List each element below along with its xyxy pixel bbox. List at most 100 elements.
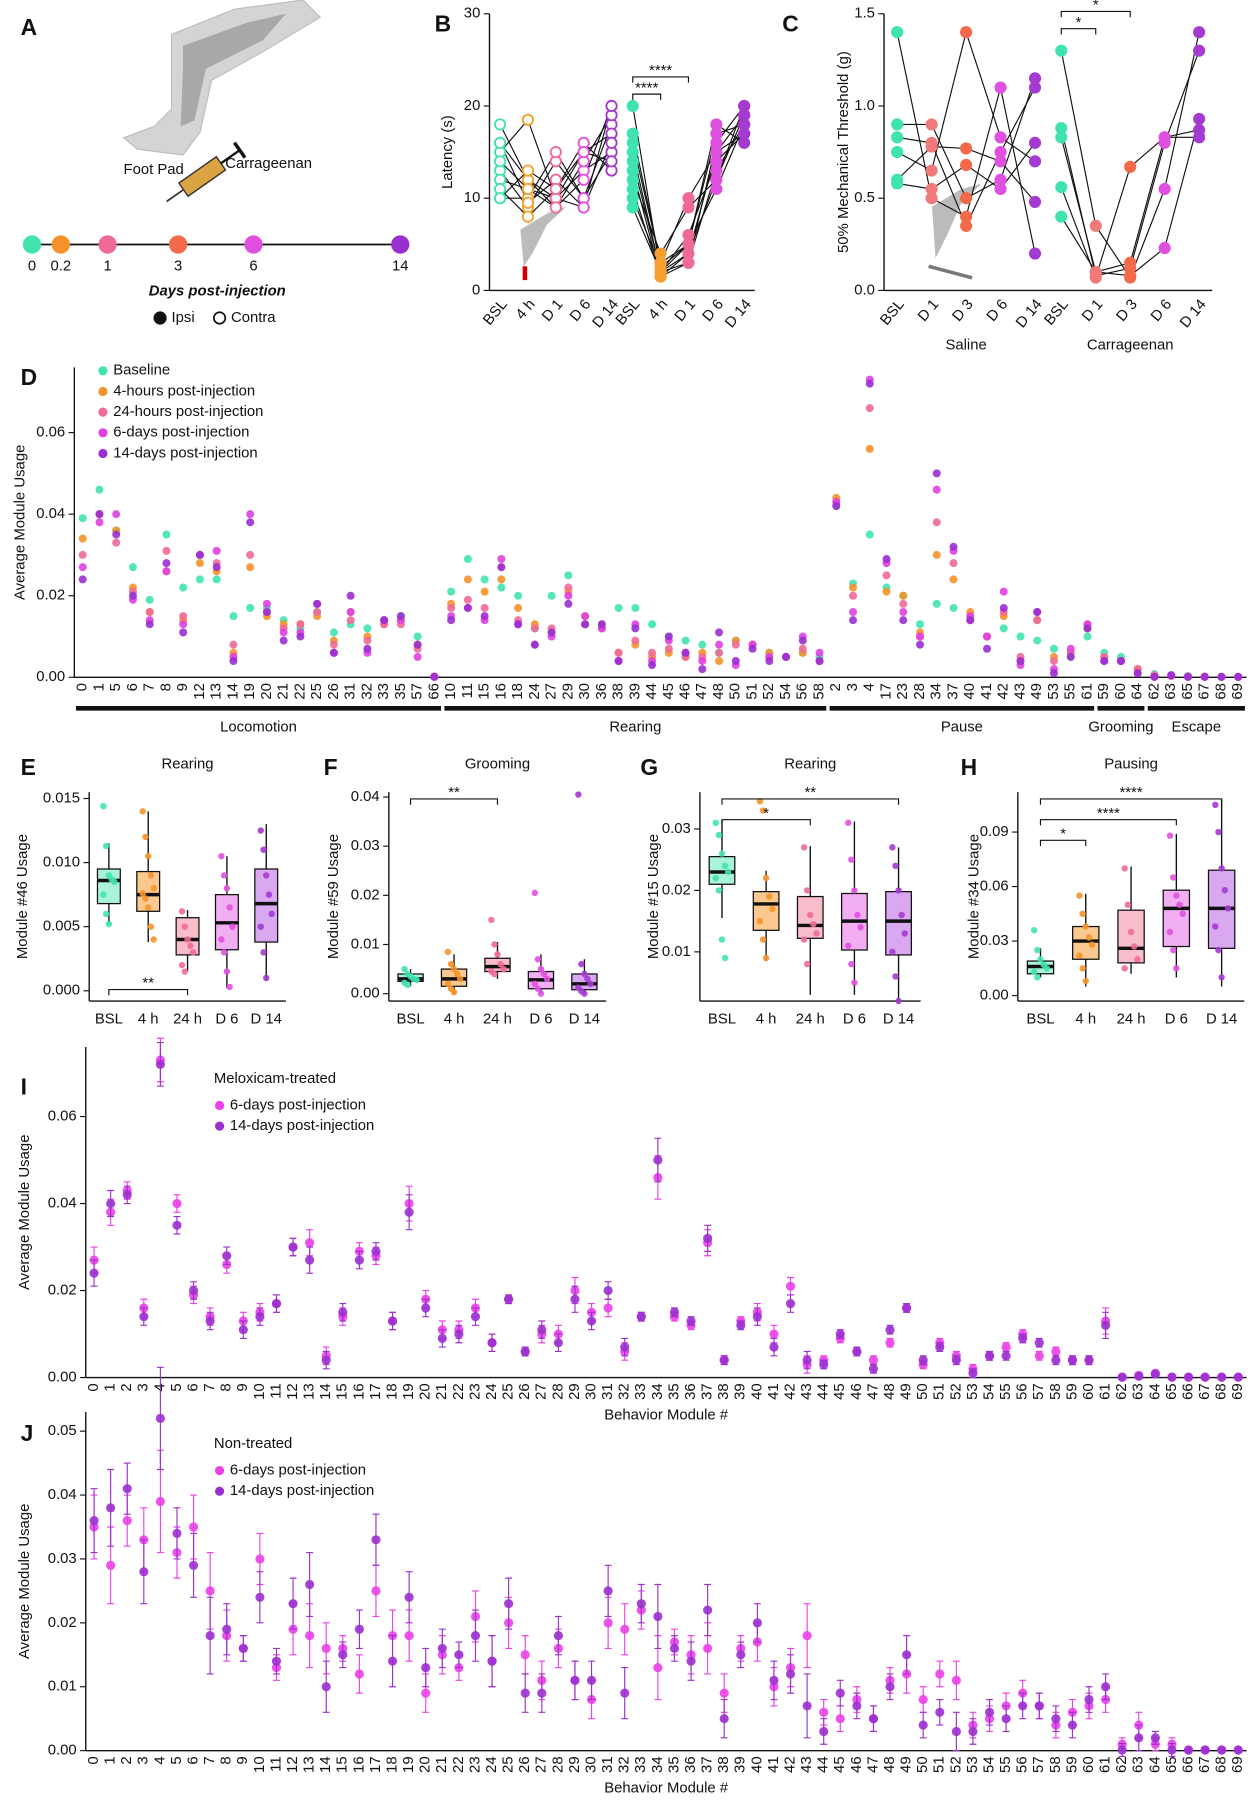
- subject-point: [1055, 210, 1068, 223]
- data-point: [603, 1618, 613, 1628]
- data-point: [1121, 965, 1128, 972]
- x-tick-label: 25: [501, 1383, 517, 1400]
- data-point: [889, 948, 896, 956]
- data-point: [703, 1643, 713, 1653]
- y-axis-label: Module #34 Usage: [966, 834, 982, 959]
- data-point: [497, 563, 506, 572]
- data-point: [715, 648, 724, 657]
- plunger-end: [233, 141, 247, 159]
- x-tick-label: 12: [192, 683, 208, 700]
- data-point: [813, 930, 820, 937]
- y-tick-label: 0.09: [980, 824, 1009, 840]
- x-tick-label: 49: [899, 1383, 915, 1400]
- x-tick-label: 26: [517, 1756, 533, 1773]
- y-axis-label: Average Module Usage: [17, 1135, 33, 1290]
- data-point: [1134, 1733, 1144, 1743]
- x-tick-label: D 14: [1206, 1011, 1237, 1027]
- data-point: [686, 1656, 696, 1666]
- x-tick-label: 62: [1114, 1756, 1130, 1773]
- data-point: [899, 608, 908, 617]
- y-tick-label: 0.04: [351, 789, 380, 805]
- x-tick-label: 32: [617, 1383, 633, 1400]
- data-point: [321, 1355, 331, 1365]
- y-tick-label: 0.01: [351, 936, 380, 952]
- data-point: [882, 587, 891, 596]
- data-point: [78, 575, 87, 584]
- data-point: [229, 612, 238, 621]
- legend-marker: [153, 311, 167, 325]
- data-point: [762, 954, 770, 962]
- data-point: [100, 802, 107, 810]
- data-point: [1183, 1372, 1194, 1382]
- data-point: [454, 1650, 464, 1660]
- x-tick-label: 40: [962, 683, 978, 700]
- x-tick-label: 54: [778, 683, 794, 700]
- data-point: [752, 1618, 762, 1628]
- data-point: [1101, 1682, 1111, 1692]
- data-point: [1083, 632, 1092, 641]
- data-point: [1100, 656, 1109, 666]
- data-point: [1066, 652, 1075, 661]
- data-point: [1051, 1714, 1061, 1724]
- data-point: [181, 968, 189, 975]
- data-point: [849, 608, 858, 617]
- y-tick-label: 0.06: [980, 878, 1009, 894]
- legend-label: 6-days post-injection: [230, 1097, 366, 1113]
- data-point: [1150, 672, 1159, 681]
- y-axis-label: Module #15 Usage: [646, 834, 662, 959]
- data-point: [1001, 1351, 1011, 1361]
- x-tick-label: 28: [912, 683, 928, 700]
- data-point: [851, 979, 858, 986]
- x-axis-label: Behavior Module #: [604, 1407, 729, 1423]
- data-point: [106, 1503, 116, 1513]
- y-tick-label: 0.000: [43, 983, 80, 999]
- subject-point: [1028, 136, 1042, 149]
- subject-point: [1089, 219, 1102, 232]
- group-label: Carrageenan: [1087, 337, 1174, 353]
- data-point: [223, 885, 231, 892]
- data-point: [220, 872, 228, 879]
- x-tick-label: 34: [650, 1383, 666, 1400]
- data-point: [387, 1316, 398, 1326]
- data-point: [984, 1351, 995, 1361]
- data-point: [1088, 941, 1096, 948]
- x-tick-label: 67: [1197, 683, 1213, 700]
- data-point: [450, 988, 458, 996]
- data-point: [195, 550, 204, 559]
- filament: [928, 264, 973, 280]
- x-tick-label: 36: [683, 1756, 699, 1773]
- x-tick-label: 3: [136, 1383, 152, 1391]
- data-point: [531, 889, 539, 897]
- x-tick-label: 4 h: [756, 1011, 777, 1027]
- data-point: [222, 1251, 232, 1261]
- group-label: Rearing: [609, 720, 661, 736]
- legend-marker: [98, 366, 108, 376]
- x-tick-label: 35: [666, 1756, 682, 1773]
- x-tick-label: 4 h: [444, 1011, 465, 1027]
- data-point: [1034, 1338, 1044, 1348]
- x-tick-label: 64: [1147, 1756, 1163, 1773]
- data-point: [848, 960, 855, 968]
- y-tick-label: 0.02: [36, 588, 65, 604]
- significance-bracket: [108, 988, 189, 996]
- data-point: [620, 1342, 630, 1352]
- data-point: [984, 1707, 995, 1717]
- data-point: [603, 1303, 613, 1313]
- x-tick-label: D 6: [215, 1011, 238, 1027]
- data-point: [819, 1359, 829, 1370]
- legend-label: Baseline: [113, 363, 170, 379]
- data-point: [1217, 672, 1226, 681]
- subject-point: [1193, 112, 1206, 125]
- x-tick-label: 58: [1048, 1756, 1064, 1773]
- group-label: Pause: [941, 720, 983, 736]
- box: [254, 868, 279, 943]
- x-tick-label: 25: [501, 1756, 517, 1773]
- data-point: [1218, 865, 1225, 872]
- data-point: [189, 949, 197, 956]
- subject-point: [925, 140, 938, 153]
- data-point: [819, 1707, 829, 1717]
- legend-marker: [98, 428, 108, 438]
- data-point: [1001, 1342, 1011, 1352]
- x-tick-label: 68: [1214, 1756, 1230, 1773]
